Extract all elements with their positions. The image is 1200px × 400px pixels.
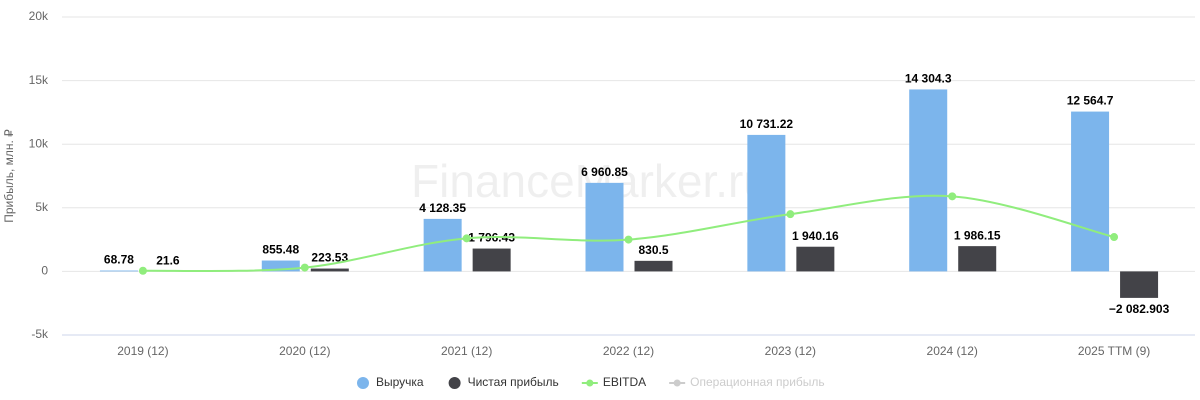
x-tick-label: 2024 (12) <box>927 344 978 358</box>
line-point <box>462 234 471 243</box>
bar <box>261 260 300 272</box>
y-tick-label: -5k <box>31 327 49 341</box>
legend-symbol <box>586 379 594 387</box>
bar <box>310 268 349 272</box>
data-label: 10 731.22 <box>740 117 794 131</box>
legend-item[interactable]: Операционная прибыль <box>669 375 825 389</box>
data-label: 68.78 <box>104 253 134 267</box>
legend-label: Выручка <box>376 375 424 389</box>
data-label: 4 128.35 <box>419 201 466 215</box>
y-tick-label: 15k <box>29 73 49 87</box>
data-label: 1 940.16 <box>792 229 839 243</box>
bar <box>634 260 673 272</box>
x-tick-label: 2021 (12) <box>441 344 492 358</box>
bar <box>747 134 786 272</box>
data-label: 6 960.85 <box>581 165 628 179</box>
bar <box>958 246 997 272</box>
legend-symbol <box>357 377 369 389</box>
line-point <box>624 235 633 244</box>
legend-label: Чистая прибыль <box>468 375 559 389</box>
x-tick-label: 2019 (12) <box>117 344 168 358</box>
x-tick-label: 2023 (12) <box>765 344 816 358</box>
data-label: 855.48 <box>262 243 299 257</box>
bar <box>909 89 948 272</box>
y-axis-label: Прибыль, млн. ₽ <box>2 129 16 223</box>
legend-item[interactable]: EBITDA <box>581 375 646 389</box>
data-label: 830.5 <box>638 243 668 257</box>
y-tick-label: 10k <box>29 136 49 150</box>
legend-symbol <box>673 379 681 387</box>
data-label: 1 986.15 <box>954 228 1001 242</box>
bar <box>99 270 138 272</box>
bar <box>1120 271 1159 298</box>
data-label: 14 304.3 <box>905 72 952 86</box>
data-label: 21.6 <box>156 253 180 267</box>
data-label: 223.53 <box>311 251 348 265</box>
legend-label: Операционная прибыль <box>690 375 825 389</box>
line-point <box>138 266 147 275</box>
y-tick-label: 20k <box>29 9 49 23</box>
legend-item[interactable]: Выручка <box>357 375 424 389</box>
bar <box>472 248 511 272</box>
bar <box>423 218 462 272</box>
line-point <box>1110 233 1119 242</box>
data-label: −2 082.903 <box>1109 302 1170 316</box>
legend-item[interactable]: Чистая прибыль <box>448 375 559 389</box>
legend-label: EBITDA <box>603 375 646 389</box>
legend-symbol <box>448 377 461 389</box>
x-tick-label: 2022 (12) <box>603 344 654 358</box>
line-point <box>300 263 309 272</box>
line-point <box>786 210 795 219</box>
x-tick-label: 2020 (12) <box>279 344 330 358</box>
x-tick-label: 2025 TTM (9) <box>1078 344 1150 358</box>
data-label: 12 564.7 <box>1067 94 1114 108</box>
y-tick-label: 5k <box>35 200 49 214</box>
bar <box>1071 111 1110 272</box>
bar <box>585 182 624 272</box>
bar <box>796 246 835 272</box>
y-tick-label: 0 <box>41 264 48 278</box>
line-point <box>948 192 957 201</box>
